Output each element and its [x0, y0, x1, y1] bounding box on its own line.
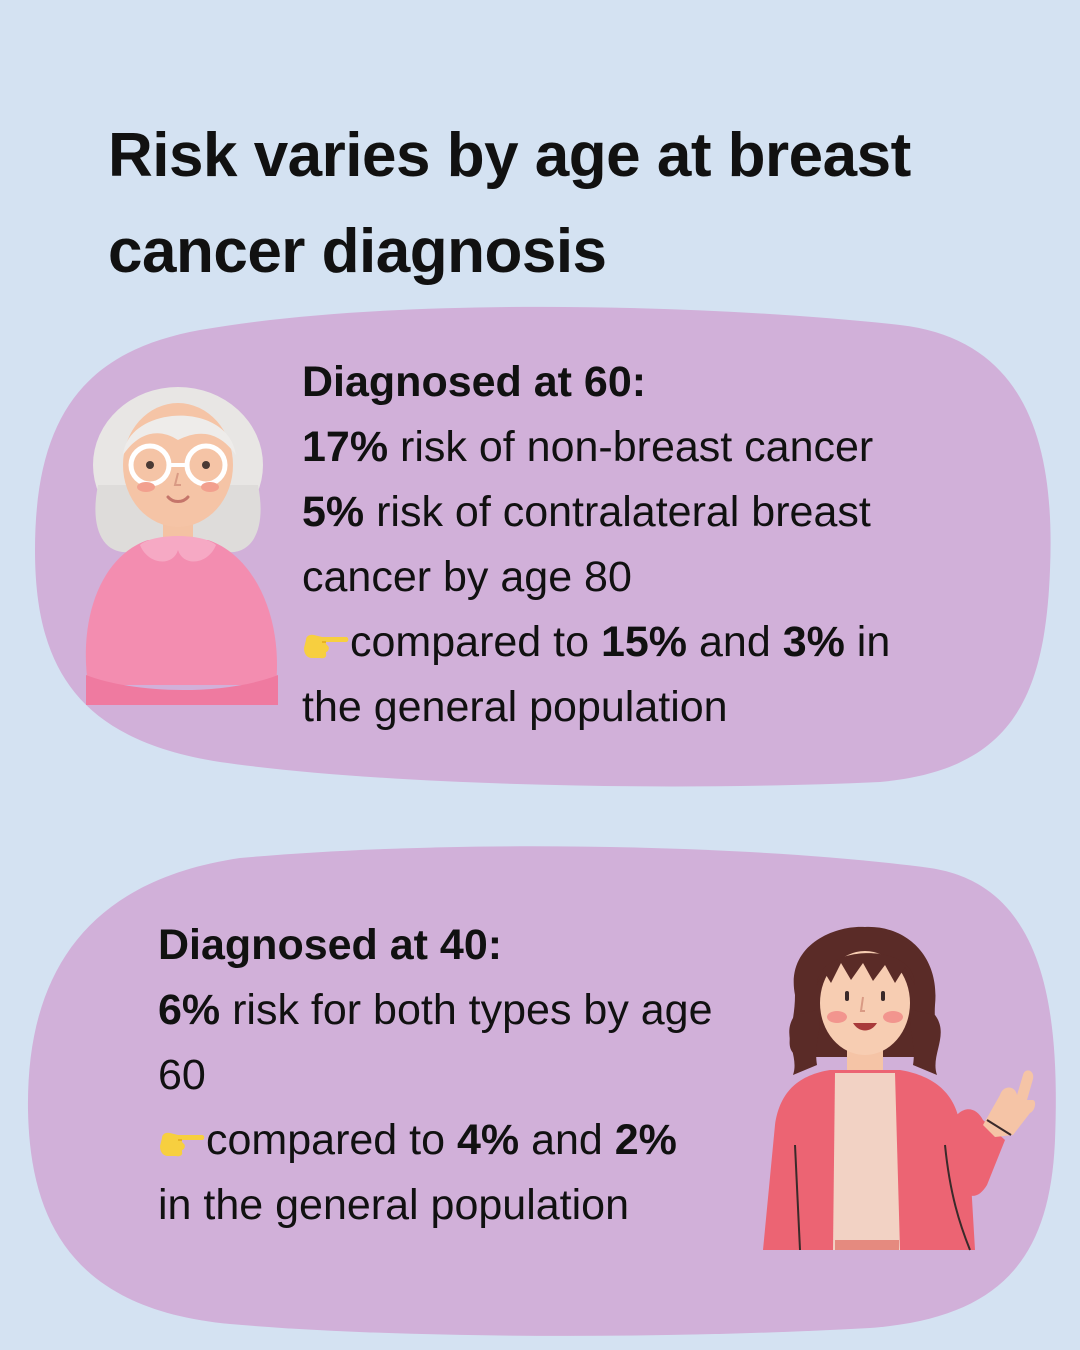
- pointing-hand-icon: [160, 1132, 205, 1157]
- older-woman-illustration: [85, 387, 278, 705]
- card-60-comparison: compared to 15% and 3% in: [302, 610, 890, 675]
- card-40-heading: Diagnosed at 40:: [158, 921, 503, 969]
- pointing-hand-icon: [304, 634, 349, 659]
- stat-value: 5%: [302, 488, 365, 536]
- card-60-stat-contralateral-cont: cancer by age 80: [302, 553, 632, 601]
- card-60-text: Diagnosed at 60: 17% risk of non-breast …: [302, 350, 890, 740]
- stat-value: 17%: [302, 423, 389, 471]
- card-40-stat-both-cont: 60: [158, 1051, 206, 1099]
- card-40-comparison-cont: in the general population: [158, 1181, 629, 1229]
- card-60-stat-contralateral: 5% risk of contralateral breast: [302, 488, 871, 536]
- card-40-stat-both: 6% risk for both types by age: [158, 986, 713, 1034]
- card-60-background: [35, 306, 1051, 787]
- young-woman-waving-illustration: [763, 926, 1036, 1251]
- card-60-heading: Diagnosed at 60:: [302, 358, 647, 406]
- card-40-comparison: compared to 4% and 2%: [158, 1108, 713, 1173]
- stat-value: 6%: [158, 986, 221, 1034]
- page-title: Risk varies by age at breast cancer diag…: [108, 121, 911, 286]
- card-60-stat-non-breast: 17% risk of non-breast cancer: [302, 423, 874, 471]
- card-60-comparison-cont: the general population: [302, 683, 728, 731]
- card-40-text: Diagnosed at 40: 6% risk for both types …: [158, 913, 713, 1238]
